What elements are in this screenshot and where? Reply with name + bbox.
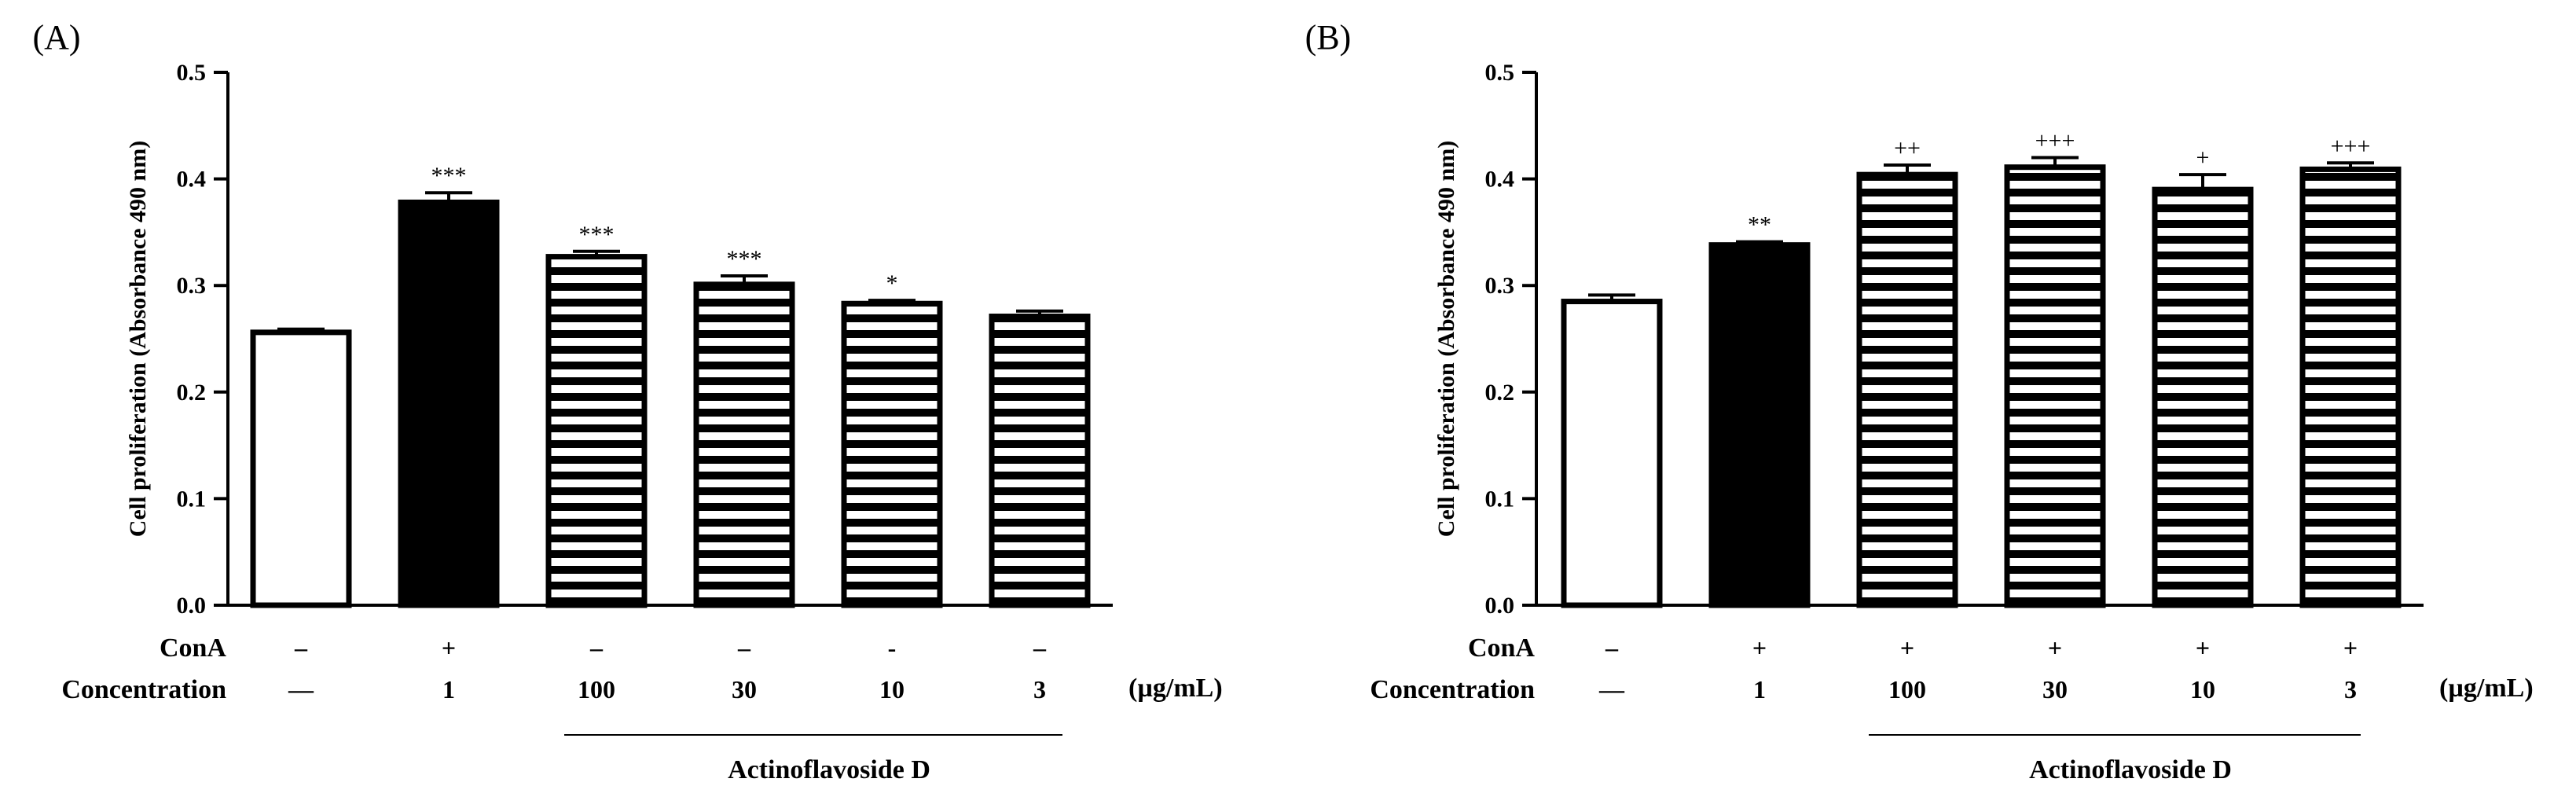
cona-value: + [1900,634,1914,662]
bar [2299,166,2402,608]
concentration-value: 10 [2190,675,2215,703]
significance-mark: +++ [2331,133,2371,159]
concentration-value: 1 [442,675,455,703]
bar [545,254,648,608]
cona-value: + [442,634,456,662]
y-axis-label: Cell proliferation (Absorbance 490 nm) [1433,141,1459,537]
bar [398,199,500,608]
bar [693,281,795,608]
cona-value: – [589,634,604,662]
concentration-label: Concentration [1370,675,1535,704]
y-tick-label: 0.3 [1485,273,1515,299]
y-tick-label: 0.5 [1485,60,1515,86]
unit-label: (µg/mL) [2439,674,2534,703]
significance-mark: *** [431,163,467,189]
concentration-value: 100 [1888,675,1926,703]
bar [989,314,1091,608]
y-tick-label: 0.2 [1485,380,1515,406]
y-tick-label: 0.0 [1485,593,1515,619]
concentration-value: 30 [2042,675,2068,703]
cona-value: – [737,634,751,662]
significance-mark: *** [727,246,762,272]
cona-value: + [2343,634,2358,662]
panel-a: (A) 0.0 0.1 0.2 0.3 0.4 0.5 Cell proliferation … [32,18,1222,784]
concentration-value: 30 [732,675,757,703]
y-tick-label: 0.4 [1485,167,1515,193]
y-tick-label: 0.0 [177,593,207,619]
concentration-label: Concentration [61,675,226,704]
group-label: Actinoflavoside D [728,755,930,784]
significance-mark: *** [579,222,615,248]
concentration-value: — [288,675,314,703]
y-tick-label: 0.1 [1485,486,1515,512]
cona-value: + [1752,634,1767,662]
group-label: Actinoflavoside D [2029,755,2232,784]
y-axis-label: Cell proliferation (Absorbance 490 nm) [125,141,151,537]
concentration-value: 10 [879,675,905,703]
concentration-value: 3 [1033,675,1046,703]
panel-label: (A) [32,18,80,57]
cona-value: - [888,634,897,662]
bar [2004,164,2106,608]
panel-b: (B) 0.0 0.1 0.2 0.3 0.4 0.5 Cell proliferation … [1305,18,2534,784]
bar [841,300,943,608]
concentration-value: 1 [1753,675,1766,703]
bar [2152,186,2254,608]
concentration-value: 100 [578,675,615,703]
cona-value: – [1033,634,1047,662]
unit-label: (µg/mL) [1128,674,1223,703]
y-tick-label: 0.4 [177,167,207,193]
bar [1856,171,1958,608]
panel-label: (B) [1305,18,1352,57]
significance-mark: ** [1748,212,1771,238]
significance-mark: +++ [2035,127,2075,153]
cona-value: + [2048,634,2062,662]
concentration-value: 3 [2344,675,2357,703]
cona-label: ConA [1468,634,1535,663]
y-tick-label: 0.3 [177,273,207,299]
significance-mark: ++ [1894,135,1921,161]
y-tick-label: 0.2 [177,380,207,406]
bar [1561,299,1663,608]
cona-value: + [2196,634,2210,662]
cona-value: – [1605,634,1619,662]
y-tick-label: 0.5 [177,60,207,86]
y-tick-label: 0.1 [177,486,207,512]
cona-value: – [294,634,308,662]
cona-label: ConA [160,634,226,663]
concentration-value: — [1598,675,1625,703]
significance-mark: + [2196,145,2210,171]
bar [250,329,352,608]
bar [1708,242,1811,608]
significance-mark: * [886,270,898,296]
